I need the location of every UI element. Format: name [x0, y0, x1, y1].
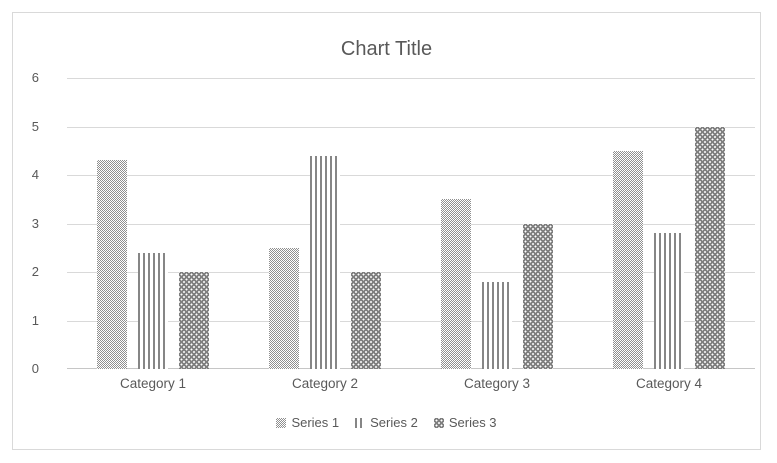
bar-series-1-category-2 [269, 247, 299, 369]
x-axis-labels: Category 1 Category 2 Category 3 Category 4 [67, 375, 755, 393]
gridline [67, 320, 755, 322]
legend-marker-vertical-stripes-icon [355, 417, 366, 428]
category-group-category-3 [411, 78, 583, 369]
y-axis-tick-label: 3 [31, 215, 39, 231]
legend-item-series-2: Series 2 [355, 415, 418, 430]
x-axis-category-label: Category 3 [463, 376, 531, 391]
y-axis-tick-label: 6 [31, 70, 39, 85]
legend-marker-dotted-diamond-icon [433, 417, 444, 428]
x-axis-category-label: Category 2 [291, 376, 359, 391]
legend-item-series-3: Series 3 [433, 415, 497, 430]
legend-marker-fine-checker-icon [276, 417, 287, 428]
y-axis-tick-label: 4 [31, 167, 39, 183]
legend-item-series-1: Series 1 [276, 415, 339, 430]
legend-label: Series 3 [448, 415, 497, 430]
gridline [67, 223, 755, 225]
y-axis-tick-label: 2 [31, 264, 39, 280]
y-axis-tick-label: 1 [31, 312, 39, 328]
bar-series-3-category-2 [351, 272, 381, 369]
gridline [67, 126, 755, 128]
chart-frame: Chart Title 0 1 2 3 4 5 6 Category 1 Category 2… [12, 12, 761, 450]
gridline [67, 272, 755, 274]
bar-series-2-category-2 [310, 155, 340, 369]
x-axis-category-label: Category 1 [119, 376, 187, 391]
bar-series-2-category-3 [482, 281, 512, 369]
y-axis-tick-label: 0 [31, 361, 39, 376]
y-axis-tick-label: 5 [31, 118, 39, 134]
plot-area: 0 1 2 3 4 5 6 [32, 70, 755, 376]
x-axis-category-label: Category 4 [635, 376, 703, 391]
bar-series-1-category-3 [441, 199, 471, 369]
category-group-category-1 [67, 78, 239, 369]
legend: Series 1 Series 2 Series 3 [13, 415, 760, 430]
bar-series-3-category-1 [179, 272, 209, 369]
bar-series-2-category-4 [654, 233, 684, 369]
gridline [67, 175, 755, 177]
chart-title: Chart Title [340, 38, 433, 60]
x-axis-line [67, 368, 755, 369]
category-group-category-2 [239, 78, 411, 369]
bar-series-1-category-4 [613, 150, 643, 369]
category-group-category-4 [583, 78, 755, 369]
bar-series-3-category-4 [695, 126, 725, 369]
bar-series-1-category-1 [97, 160, 127, 369]
bar-series-3-category-3 [523, 223, 553, 369]
legend-label: Series 2 [370, 415, 418, 430]
bar-series-2-category-1 [138, 252, 168, 369]
bars-row [67, 78, 755, 369]
legend-label: Series 1 [291, 415, 340, 430]
gridline [67, 78, 755, 79]
